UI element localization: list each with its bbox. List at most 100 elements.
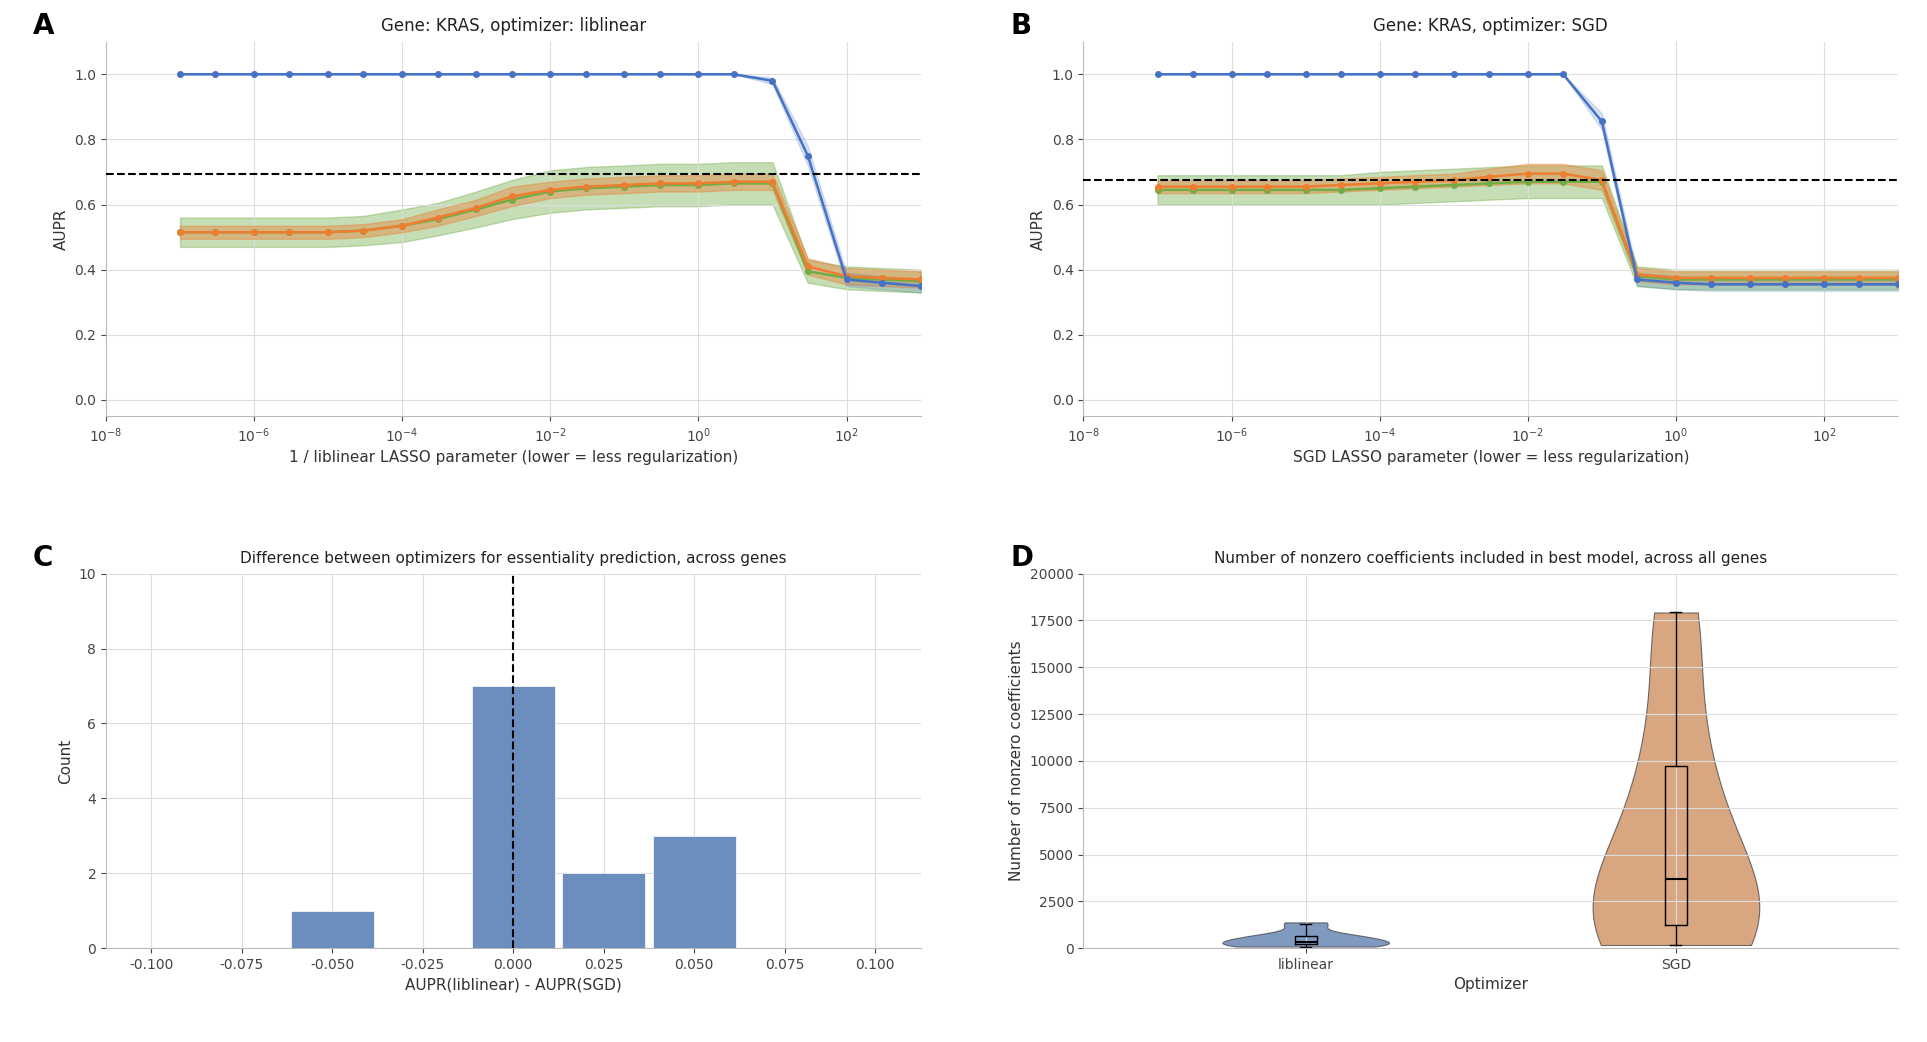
- Line: holdout: holdout: [177, 179, 923, 282]
- train: [1254, 68, 1278, 80]
- train: [1700, 278, 1723, 291]
- test: [204, 226, 227, 239]
- train: [647, 68, 671, 80]
- holdout: [1551, 168, 1574, 180]
- Line: train: train: [177, 72, 923, 289]
- train: [1738, 278, 1761, 291]
- holdout: [761, 175, 784, 188]
- train: [316, 68, 339, 80]
- test: [243, 226, 266, 239]
- train: [1147, 68, 1170, 80]
- holdout: [277, 226, 301, 239]
- holdout: [1813, 272, 1836, 284]
- test: [613, 180, 636, 193]
- test: [761, 177, 784, 190]
- holdout: [1626, 269, 1650, 281]
- Y-axis label: Count: Count: [58, 739, 73, 784]
- test: [499, 194, 522, 206]
- holdout: [1181, 180, 1204, 193]
- train: [686, 68, 709, 80]
- test: [871, 273, 894, 286]
- test: [464, 203, 488, 216]
- test: [1700, 273, 1723, 286]
- train: [499, 68, 522, 80]
- Text: C: C: [33, 544, 54, 572]
- train: [1295, 68, 1318, 80]
- holdout: [1700, 272, 1723, 284]
- test: [391, 220, 414, 232]
- Title: Number of nonzero coefficients included in best model, across all genes: Number of nonzero coefficients included …: [1214, 550, 1767, 566]
- holdout: [204, 226, 227, 239]
- holdout: [391, 220, 414, 232]
- test: [1478, 177, 1501, 190]
- holdout: [834, 270, 858, 282]
- test: [1551, 175, 1574, 188]
- holdout: [647, 177, 671, 190]
- holdout: [243, 226, 266, 239]
- test: [316, 226, 339, 239]
- test: [1441, 179, 1465, 192]
- train: [1441, 68, 1465, 80]
- Y-axis label: Number of nonzero coefficients: Number of nonzero coefficients: [1010, 641, 1025, 882]
- train: [1887, 278, 1910, 291]
- Title: Gene: KRAS, optimizer: SGD: Gene: KRAS, optimizer: SGD: [1374, 17, 1609, 34]
- Y-axis label: AUPR: AUPR: [1031, 208, 1046, 250]
- test: [168, 226, 191, 239]
- train: [1517, 68, 1540, 80]
- holdout: [353, 224, 376, 237]
- Y-axis label: AUPR: AUPR: [54, 208, 69, 250]
- train: [1403, 68, 1426, 80]
- test: [1813, 273, 1836, 286]
- train: [540, 68, 563, 80]
- train: [168, 68, 191, 80]
- holdout: [316, 226, 339, 239]
- test: [686, 179, 709, 192]
- holdout: [1773, 272, 1796, 284]
- train: [391, 68, 414, 80]
- holdout: [1848, 272, 1871, 284]
- train: [1181, 68, 1204, 80]
- test: [1330, 183, 1353, 196]
- train: [464, 68, 488, 80]
- Bar: [291, 911, 374, 948]
- train: [761, 75, 784, 88]
- X-axis label: Optimizer: Optimizer: [1453, 977, 1528, 992]
- holdout: [796, 260, 819, 273]
- train: [574, 68, 597, 80]
- holdout: [574, 180, 597, 193]
- Title: Gene: KRAS, optimizer: liblinear: Gene: KRAS, optimizer: liblinear: [382, 17, 646, 34]
- holdout: [1665, 272, 1688, 284]
- train: [204, 68, 227, 80]
- Bar: [472, 686, 555, 948]
- test: [1295, 183, 1318, 196]
- train: [1626, 273, 1650, 286]
- test: [1590, 175, 1613, 188]
- holdout: [1330, 179, 1353, 192]
- Bar: [563, 873, 646, 948]
- X-axis label: SGD LASSO parameter (lower = less regularization): SGD LASSO parameter (lower = less regula…: [1293, 450, 1690, 465]
- holdout: [910, 273, 933, 286]
- train: [613, 68, 636, 80]
- Line: test: test: [177, 180, 923, 283]
- test: [426, 213, 449, 225]
- train: [1848, 278, 1871, 291]
- train: [1478, 68, 1501, 80]
- holdout: [1590, 174, 1613, 187]
- test: [796, 265, 819, 277]
- test: [1181, 183, 1204, 196]
- test: [910, 275, 933, 288]
- Line: train: train: [1154, 72, 1900, 288]
- train: [243, 68, 266, 80]
- holdout: [1738, 272, 1761, 284]
- test: [1738, 273, 1761, 286]
- test: [277, 226, 301, 239]
- Line: test: test: [1154, 179, 1900, 282]
- Title: Difference between optimizers for essentiality prediction, across genes: Difference between optimizers for essent…: [241, 550, 786, 566]
- holdout: [1441, 174, 1465, 187]
- train: [723, 68, 746, 80]
- train: [1551, 68, 1574, 80]
- holdout: [871, 272, 894, 284]
- test: [1147, 183, 1170, 196]
- holdout: [686, 177, 709, 190]
- train: [277, 68, 301, 80]
